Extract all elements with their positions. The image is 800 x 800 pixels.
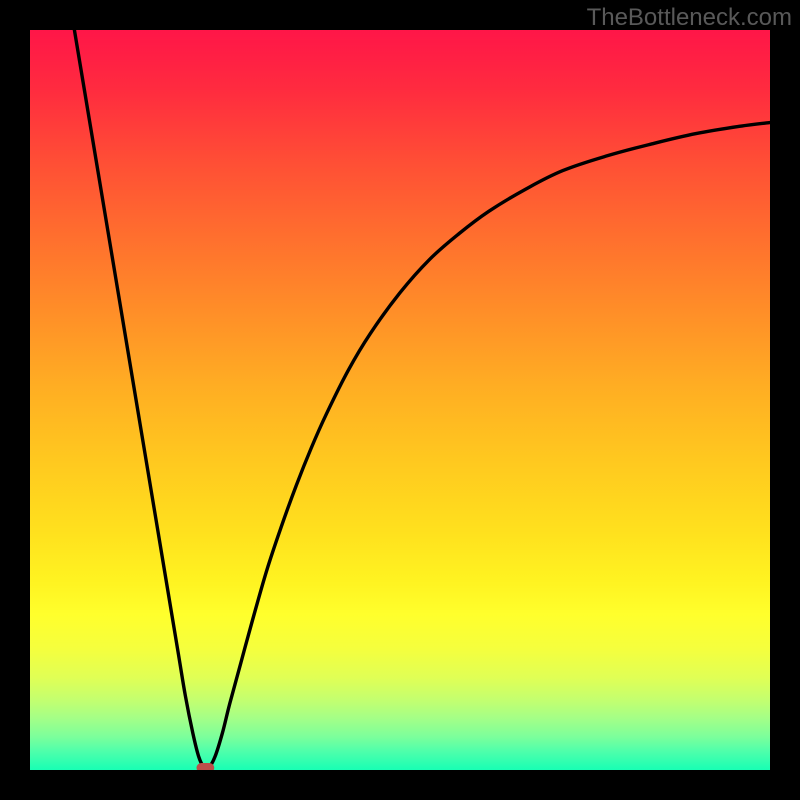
plot-area xyxy=(30,30,770,770)
bottleneck-chart: TheBottleneck.com xyxy=(0,0,800,800)
watermark-text: TheBottleneck.com xyxy=(587,4,792,32)
optimal-marker xyxy=(197,763,215,770)
chart-svg xyxy=(30,30,770,770)
